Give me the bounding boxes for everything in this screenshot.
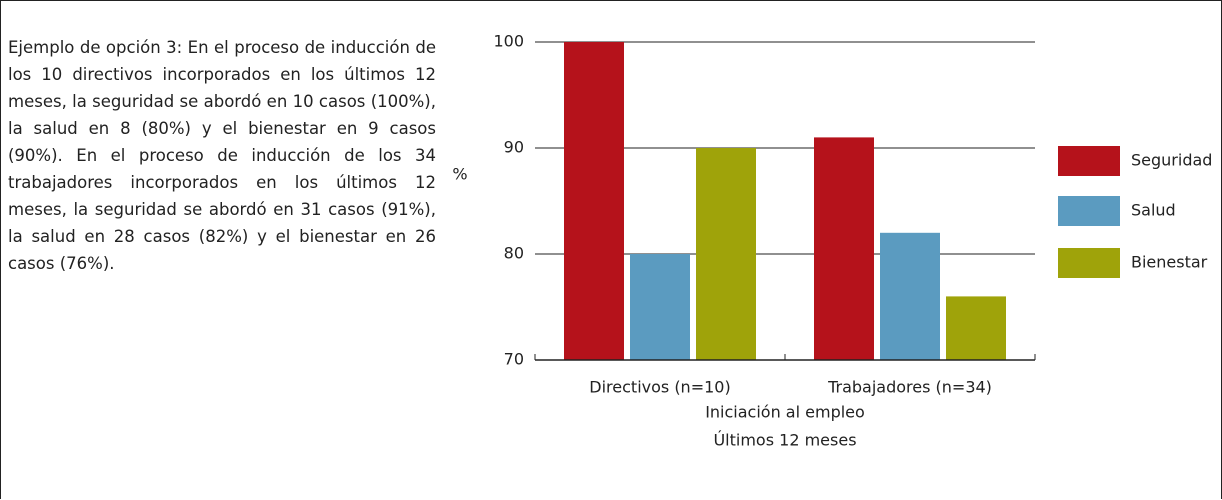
legend-label: Bienestar [1131,253,1208,272]
description: Ejemplo de opción 3: En el proceso de in… [8,38,436,273]
x-tick-label: Directivos (n=10) [589,378,730,397]
bar [814,137,874,360]
y-tick-label: 90 [504,138,524,157]
bar [880,232,940,360]
y-tick-label: 80 [504,244,524,263]
legend-label: Seguridad [1131,151,1212,170]
bar [696,148,756,360]
y-tick-label: 70 [504,350,524,369]
bar [630,254,690,360]
bar [564,42,624,360]
legend-swatch [1058,146,1120,176]
bar [946,296,1006,360]
y-axis-label: % [452,165,467,184]
legend-label: Salud [1131,201,1176,220]
x-axis-label: Iniciación al empleo [705,403,865,422]
legend-swatch [1058,248,1120,278]
legend-swatch [1058,196,1120,226]
y-tick-label: 100 [493,32,524,51]
x-tick-label: Trabajadores (n=34) [827,378,992,397]
x-axis-label: Últimos 12 meses [713,431,856,450]
